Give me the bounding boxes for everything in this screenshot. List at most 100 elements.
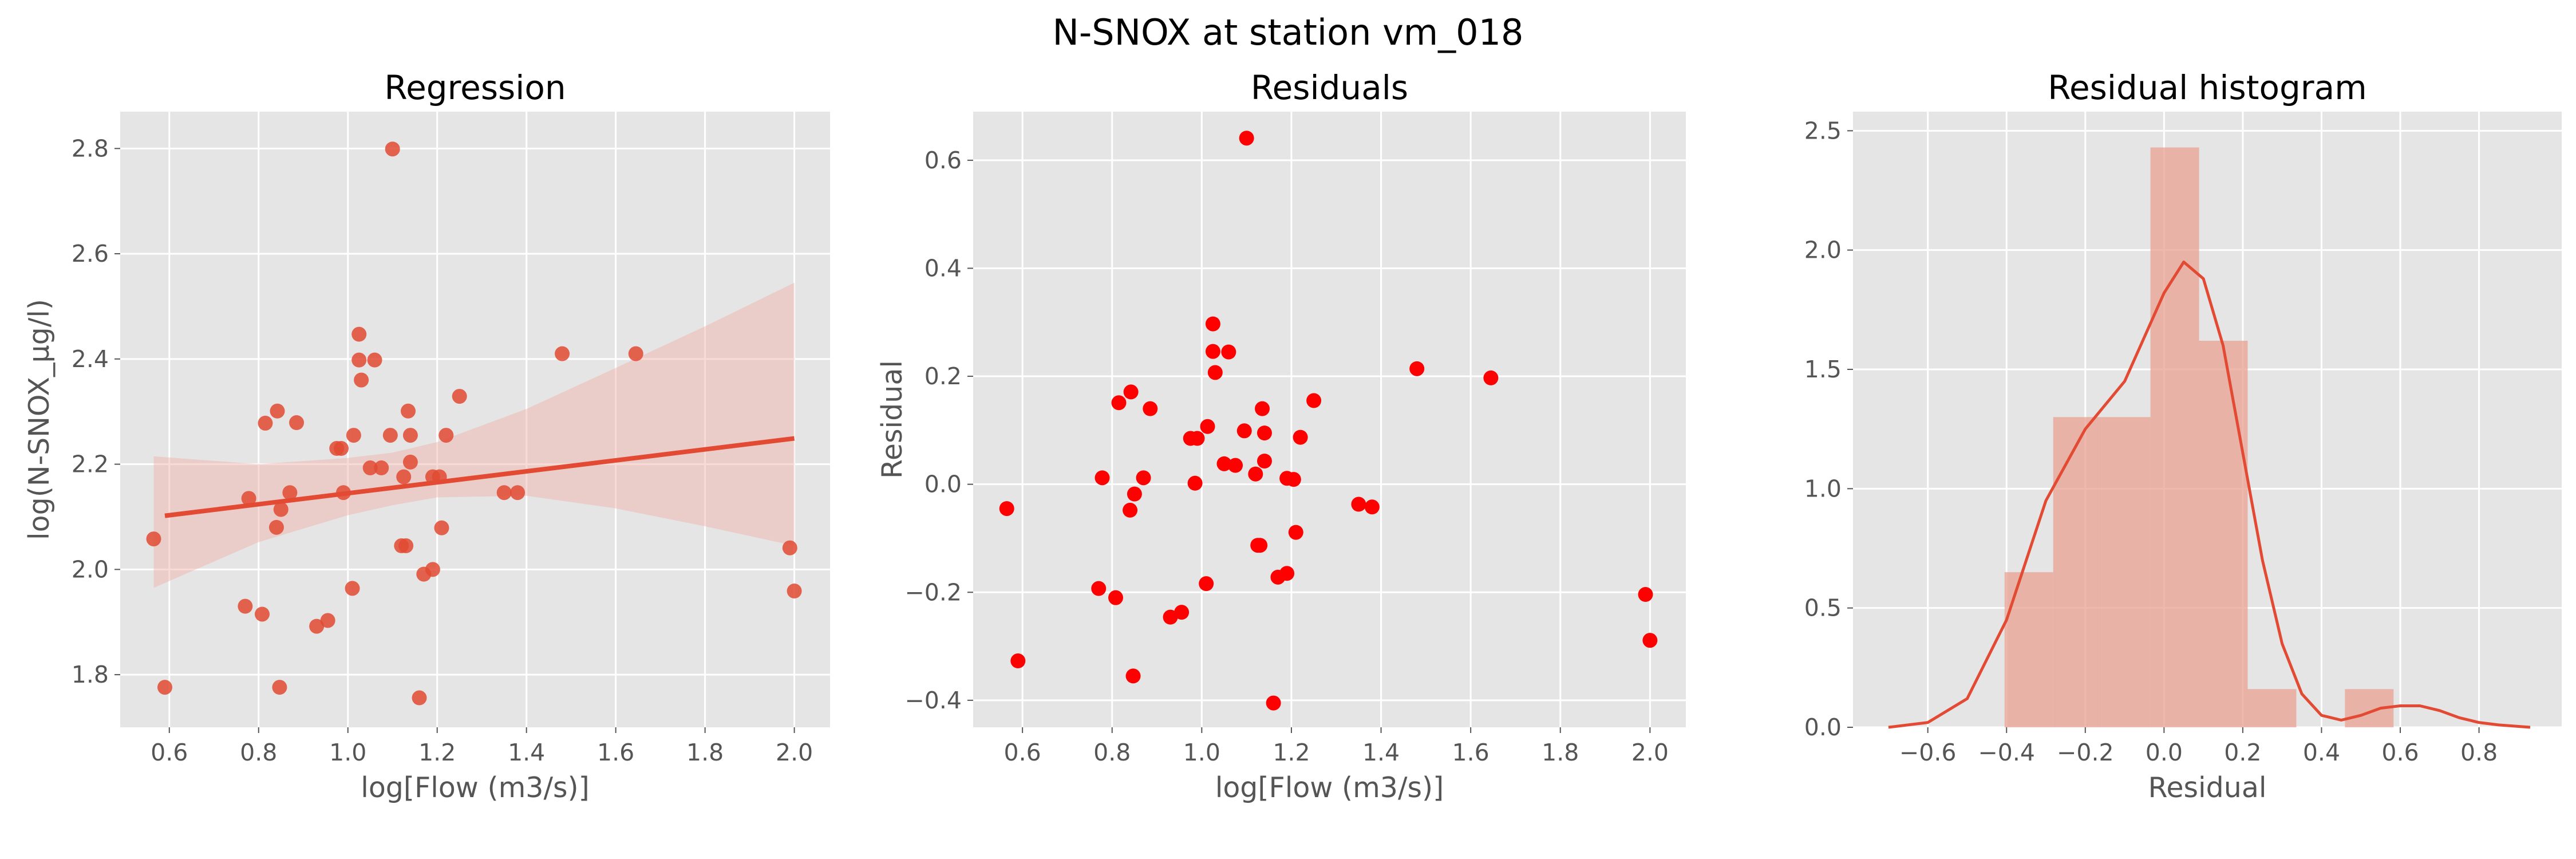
data-point (351, 352, 367, 368)
data-point (1123, 502, 1138, 518)
data-point (1199, 576, 1214, 592)
data-point (1351, 497, 1366, 512)
y-tick-label: 2.4 (72, 345, 109, 373)
data-point (1236, 423, 1252, 439)
x-tick-label: 1.0 (1183, 739, 1220, 766)
x-tick-label: 1.2 (1273, 739, 1310, 766)
data-point (1174, 605, 1190, 620)
data-point (1216, 456, 1232, 471)
regression-line (164, 436, 795, 518)
data-point (157, 680, 172, 695)
y-tick-label: 0.4 (924, 254, 962, 282)
data-point (385, 141, 400, 157)
x-axis-label: log[Flow (m3/s)] (1215, 771, 1444, 804)
data-point (782, 540, 797, 555)
histogram-bar (2247, 689, 2297, 727)
y-tick-label: 1.0 (1804, 475, 1842, 502)
data-point (999, 501, 1014, 517)
data-point (1228, 458, 1243, 473)
y-tick-label: −0.4 (904, 687, 962, 714)
data-point (1205, 344, 1220, 359)
y-tick-label: 0.5 (1804, 594, 1842, 622)
data-point (258, 415, 273, 431)
data-point (354, 372, 369, 388)
data-point (412, 690, 427, 706)
data-point (1136, 470, 1151, 486)
x-tick-label: 0.2 (2224, 739, 2261, 766)
x-tick-label: 2.0 (776, 739, 813, 766)
data-point (1255, 401, 1270, 416)
data-point (273, 502, 289, 517)
histogram-panel: −0.6 −0.4 −0.2 0.0 0.2 0.4 0.6 0.8 0.0 0.5 1.0 1.5 2… (1804, 68, 2562, 804)
data-point (1306, 393, 1322, 408)
data-point (374, 460, 389, 476)
data-point (282, 485, 298, 501)
data-point (1257, 454, 1272, 469)
data-point (1239, 131, 1254, 146)
data-point (1221, 344, 1236, 360)
data-point (367, 352, 382, 368)
data-point (1207, 365, 1223, 380)
plot-background (973, 112, 1686, 727)
data-point (320, 613, 335, 628)
histogram-bar (2053, 417, 2102, 727)
data-point (555, 346, 570, 361)
data-point (1111, 395, 1127, 411)
data-point (309, 618, 325, 634)
data-point (398, 538, 414, 554)
confidence-band (153, 282, 795, 588)
data-point (1163, 609, 1178, 625)
data-point (1279, 566, 1295, 581)
data-point (628, 346, 643, 361)
kde-curve (1888, 261, 2531, 729)
data-point (434, 520, 449, 535)
y-tick-label: 0.0 (924, 471, 962, 498)
data-point (1123, 384, 1139, 400)
data-point (351, 326, 367, 342)
x-tick-label: 0.0 (2146, 739, 2183, 766)
x-axis-label: Residual (2148, 771, 2267, 804)
data-point (268, 519, 284, 535)
data-point (1638, 587, 1653, 602)
x-tick-label: 1.0 (329, 739, 366, 766)
data-point (1010, 653, 1026, 669)
data-point (1190, 431, 1205, 446)
x-tick-label: 1.8 (686, 739, 724, 766)
y-tick-label: −0.2 (904, 578, 962, 606)
y-tick-label: 2.2 (72, 451, 109, 478)
data-point (334, 441, 349, 456)
x-tick-label: 1.6 (1452, 739, 1490, 766)
x-tick-label: 0.6 (2381, 739, 2419, 766)
panel-title: Residual histogram (2048, 68, 2366, 107)
data-point (346, 428, 361, 443)
data-point (1127, 486, 1142, 502)
data-point (402, 428, 418, 443)
data-point (1266, 695, 1281, 711)
data-point (496, 485, 512, 501)
data-point (1125, 668, 1141, 684)
data-point (146, 531, 161, 547)
x-tick-label: −0.4 (1978, 739, 2035, 766)
x-tick-label: 0.8 (240, 739, 277, 766)
y-tick-label: 0.0 (1804, 714, 1842, 741)
x-tick-label: 1.8 (1542, 739, 1579, 766)
data-point (1642, 633, 1658, 648)
data-point (345, 581, 360, 596)
data-point (1257, 425, 1272, 441)
data-point (1091, 581, 1107, 596)
y-tick-label: 0.6 (924, 147, 962, 174)
data-point (1293, 430, 1308, 445)
data-point (1095, 470, 1110, 486)
y-tick-label: 2.6 (72, 240, 109, 267)
data-point (787, 584, 802, 599)
histogram-bar (2004, 572, 2053, 727)
y-tick-label: 2.8 (72, 135, 109, 162)
x-tick-label: 0.4 (2303, 739, 2340, 766)
x-tick-label: 0.8 (2460, 739, 2498, 766)
panel-title: Regression (384, 68, 566, 107)
data-point (401, 403, 416, 419)
x-tick-label: 1.4 (1362, 739, 1400, 766)
data-point (238, 598, 253, 614)
x-tick-label: 1.6 (597, 739, 634, 766)
